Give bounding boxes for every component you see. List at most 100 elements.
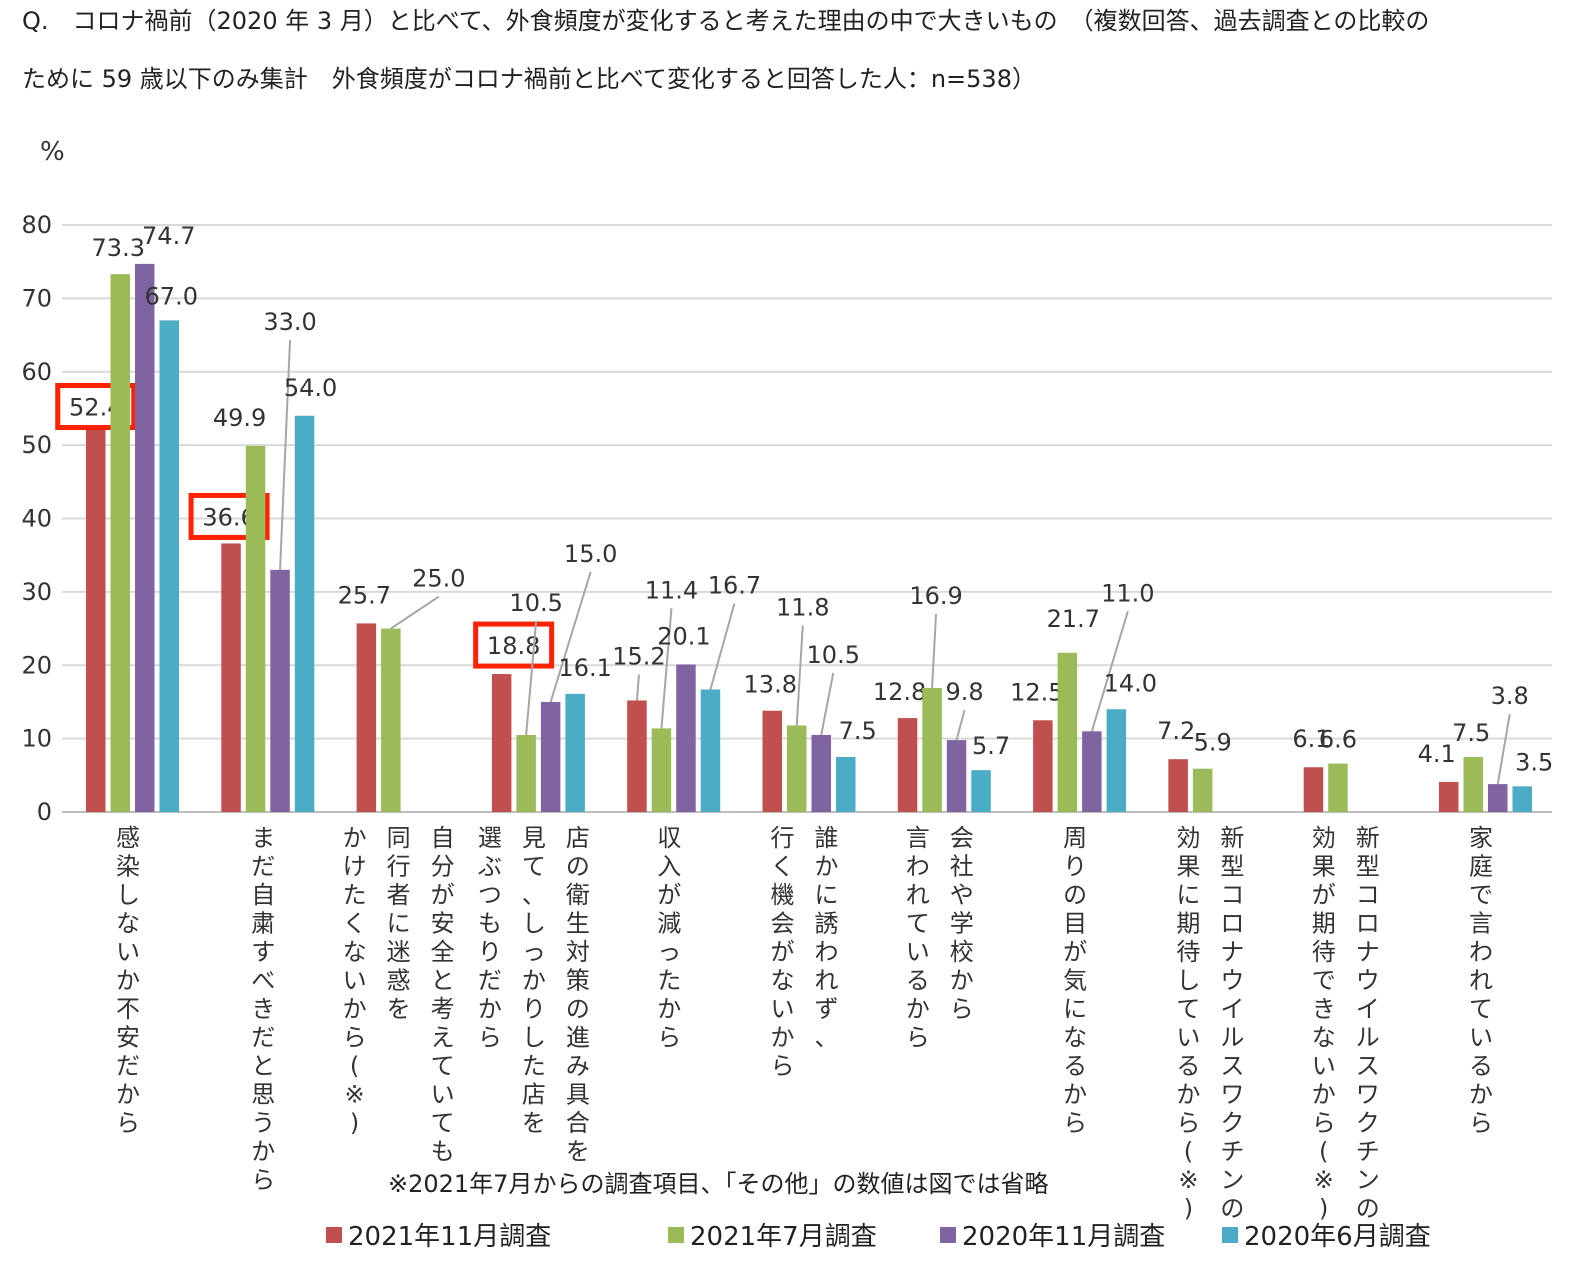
- category-label-char: が: [1312, 881, 1336, 909]
- data-label: 49.9: [213, 404, 266, 432]
- bar: [565, 693, 585, 812]
- category-label-char: わ: [815, 938, 839, 966]
- category-label-char: コ: [1220, 881, 1244, 909]
- bar: [516, 734, 536, 812]
- category-label-char: た: [343, 881, 367, 909]
- bar: [627, 700, 647, 812]
- category-label-char: ル: [1356, 1024, 1380, 1052]
- bar: [270, 569, 290, 812]
- category-label-char: い: [343, 967, 367, 995]
- bar: [245, 445, 266, 812]
- category-label-char: る: [1469, 1052, 1493, 1080]
- category-label-char: 進: [566, 1024, 590, 1052]
- category-label-char: ※: [345, 1081, 365, 1109]
- bar: [1106, 709, 1127, 812]
- category-label-char: ら: [1176, 1109, 1200, 1137]
- data-label: 15.0: [564, 540, 617, 568]
- category-label-char: と: [251, 1052, 275, 1080]
- data-label: 6.1: [1292, 725, 1330, 753]
- category-label-char: に: [1063, 995, 1087, 1023]
- category-label-char: る: [906, 967, 930, 995]
- y-tick-label: 10: [21, 725, 52, 753]
- chart-title-line1: Q. コロナ禍前（2020 年 3 月）と比べて、外食頻度が変化すると考えた理由…: [22, 7, 1430, 35]
- bar: [1439, 781, 1459, 812]
- bar: [1463, 756, 1483, 812]
- bar: [811, 734, 831, 812]
- category-label-char: か: [1176, 1081, 1200, 1109]
- highlight-box: [473, 621, 555, 669]
- category-label-char: の: [1063, 881, 1087, 909]
- data-label: 16.7: [708, 571, 761, 599]
- category-label-char: に: [815, 881, 839, 909]
- category-label-char: 家: [1469, 824, 1493, 852]
- data-label: 5.9: [1194, 729, 1232, 757]
- category-label-char: し: [522, 910, 546, 938]
- bar: [1033, 720, 1053, 812]
- category-label-char: イ: [1356, 995, 1380, 1023]
- data-label: 12.5: [1010, 678, 1063, 706]
- category-label-char: て: [522, 853, 546, 881]
- data-label: 7.2: [1157, 717, 1195, 745]
- category-label-char: い: [1469, 1024, 1493, 1052]
- category-label-char: 合: [566, 1109, 590, 1137]
- category-label-char: ら: [950, 995, 974, 1023]
- leader-line: [279, 339, 292, 570]
- category-label-char: た: [522, 1052, 546, 1080]
- category-label-char: っ: [522, 938, 546, 966]
- bar: [356, 623, 377, 812]
- category-label-char: (: [1184, 1138, 1193, 1166]
- category-label-char: わ: [1469, 938, 1493, 966]
- category-label-char: か: [950, 967, 974, 995]
- category-label-char: 安: [431, 910, 455, 938]
- y-axis-label: %: [40, 137, 65, 167]
- data-label: 16.9: [909, 582, 962, 610]
- category-label-char: ス: [1220, 1052, 1244, 1080]
- category-label-char: イ: [1220, 995, 1244, 1023]
- category-label-char: 具: [566, 1081, 590, 1109]
- category-label-char: ウ: [1356, 967, 1380, 995]
- category-label-char: 入: [657, 853, 681, 881]
- category-label-char: 惑: [387, 967, 411, 995]
- category-label-char: と: [431, 967, 455, 995]
- category-label-char: な: [1312, 1024, 1336, 1052]
- category-label-char: ): [350, 1109, 359, 1137]
- category-label-char: ナ: [1356, 938, 1380, 966]
- data-label: 33.0: [263, 308, 316, 336]
- category-label-char: も: [478, 910, 502, 938]
- data-label: 11.0: [1101, 579, 1154, 607]
- category-label-char: 果: [1176, 853, 1200, 881]
- category-label-char: 見: [522, 824, 546, 852]
- category-label-char: ※: [1178, 1166, 1198, 1194]
- category-label-char: 不: [116, 995, 140, 1023]
- category-label-char: ら: [771, 1052, 795, 1080]
- bar: [1168, 759, 1188, 812]
- category-label-char: 、: [522, 881, 546, 909]
- category-label-char: し: [1176, 967, 1200, 995]
- category-label-char: か: [116, 1081, 140, 1109]
- category-label-char: ま: [251, 824, 275, 852]
- data-label: 54.0: [284, 374, 337, 402]
- category-label-char: が: [771, 938, 795, 966]
- legend-label: 2021年11月調査: [348, 1222, 552, 1252]
- category-label-char: る: [1176, 1052, 1200, 1080]
- data-label: 74.7: [142, 222, 195, 250]
- bar: [135, 263, 155, 812]
- category-label-char: ル: [1220, 1024, 1244, 1052]
- category-label-char: 待: [1176, 938, 1200, 966]
- leader-line: [660, 608, 673, 729]
- category-label-char: て: [1469, 995, 1493, 1023]
- category-label-char: か: [478, 995, 502, 1023]
- y-tick-label: 50: [21, 431, 52, 459]
- category-label-char: 染: [116, 853, 140, 881]
- category-label-char: ら: [343, 1024, 367, 1052]
- category-label-char: ら: [906, 1024, 930, 1052]
- category-label-char: か: [657, 995, 681, 1023]
- category-label-char: つ: [478, 881, 502, 909]
- category-label-char: 減: [657, 910, 681, 938]
- category-label-char: の: [566, 853, 590, 881]
- category-label-char: 自: [251, 881, 275, 909]
- category-label-char: が: [1063, 938, 1087, 966]
- data-label: 5.7: [972, 732, 1010, 760]
- y-tick-label: 40: [21, 505, 52, 533]
